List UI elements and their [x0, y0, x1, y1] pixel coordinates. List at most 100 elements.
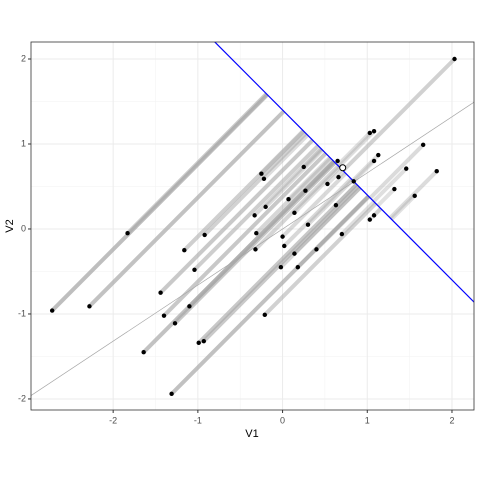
point	[172, 321, 178, 326]
panel-border	[30, 41, 475, 411]
projection-segment	[263, 202, 378, 317]
point	[262, 312, 267, 318]
point	[371, 213, 377, 218]
point	[314, 247, 319, 252]
point	[339, 231, 345, 237]
point	[259, 171, 264, 176]
projection-segment	[336, 131, 372, 167]
point	[253, 247, 258, 252]
point	[371, 158, 377, 164]
x-tick-label: -2	[109, 415, 117, 425]
point	[252, 213, 257, 218]
point	[292, 210, 297, 216]
point	[404, 166, 409, 171]
point	[376, 152, 381, 158]
projection-segment	[262, 133, 309, 181]
point	[434, 168, 439, 174]
highlight-point	[339, 164, 347, 172]
y-tick-label: -1	[18, 308, 26, 318]
point	[261, 176, 267, 182]
projection-segment	[264, 148, 324, 209]
projection-segment	[254, 157, 333, 235]
x-axis-title: V1	[245, 428, 258, 440]
projection-segment	[197, 182, 359, 345]
point	[282, 243, 287, 249]
projection-segment	[389, 194, 417, 221]
projection-segment	[368, 143, 425, 200]
point	[371, 129, 377, 134]
projection-segment	[372, 167, 408, 203]
point	[292, 251, 297, 256]
projection-segment	[302, 147, 323, 169]
x-tick-label: -1	[194, 415, 202, 425]
point	[280, 234, 285, 239]
point	[286, 197, 291, 202]
point	[367, 217, 373, 222]
projection-segment	[287, 156, 332, 201]
y-tick-label: 0	[21, 223, 26, 233]
projection-segment	[259, 129, 306, 176]
point	[158, 290, 163, 295]
point	[420, 142, 426, 148]
point	[335, 158, 340, 164]
plot-marks	[31, 42, 474, 397]
point	[351, 179, 356, 184]
point	[263, 204, 268, 210]
axes: -2 -1 0 1 2 -2 -1 0 1 2	[18, 53, 455, 425]
point	[367, 130, 373, 136]
projection-segment	[334, 182, 359, 207]
x-tick-label: 2	[449, 415, 454, 425]
projection-segment	[352, 159, 376, 183]
point	[301, 164, 306, 170]
projection-segment	[159, 138, 315, 295]
point	[392, 186, 397, 192]
projection-segment	[254, 164, 340, 251]
y-axis-title: V2	[4, 219, 16, 232]
point	[125, 231, 130, 236]
point	[187, 304, 192, 309]
point	[333, 202, 339, 208]
projection-segment	[281, 171, 348, 239]
projection-segment	[88, 109, 286, 308]
projection-segment	[326, 168, 344, 186]
point	[182, 248, 187, 253]
point	[254, 231, 259, 236]
point	[192, 267, 197, 272]
projection-segment	[376, 187, 396, 208]
projection-segment	[315, 195, 371, 251]
point	[161, 313, 167, 318]
projection-segment	[193, 144, 320, 272]
projection-segment	[282, 177, 353, 248]
point	[305, 222, 311, 227]
point	[169, 391, 174, 397]
y-tick-label: -2	[18, 393, 26, 403]
projection-segment	[142, 159, 336, 354]
projection-segment	[304, 160, 336, 193]
projection-segment	[203, 131, 308, 237]
projection-segment	[296, 194, 370, 269]
projection-segment	[293, 186, 362, 256]
point	[141, 350, 146, 355]
point	[325, 181, 330, 187]
projection-segment	[341, 57, 456, 173]
reference-line	[31, 101, 474, 396]
point	[196, 340, 201, 346]
projection-segment	[293, 165, 342, 215]
y-tick-label: 2	[21, 53, 26, 63]
point	[412, 193, 417, 199]
projection-segment	[337, 129, 376, 168]
x-tick-label: 0	[280, 415, 285, 425]
point	[201, 338, 206, 344]
point	[295, 265, 301, 270]
point	[452, 56, 457, 62]
projection-segment	[340, 200, 376, 236]
y-tick-label: 1	[21, 138, 26, 148]
projection-segment	[162, 151, 328, 318]
point	[336, 174, 341, 180]
projection-segment	[126, 92, 268, 235]
point	[202, 232, 207, 238]
projection-segment	[202, 184, 360, 343]
projection-segment	[253, 147, 323, 217]
point	[278, 265, 284, 270]
